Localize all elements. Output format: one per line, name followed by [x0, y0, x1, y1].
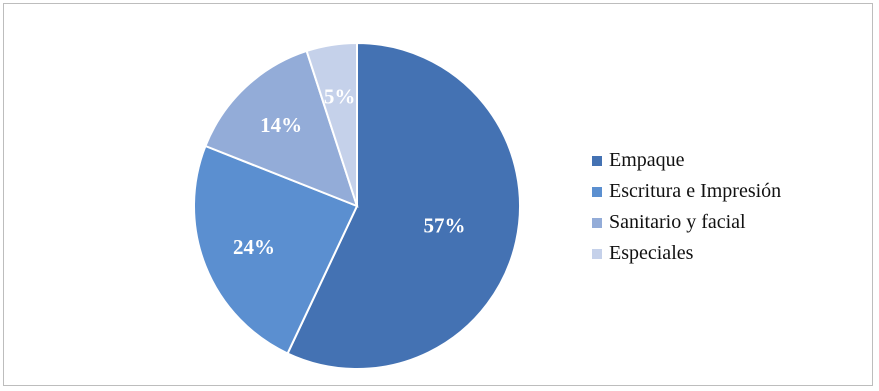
- legend-item-escritura: Escritura e Impresión: [592, 176, 781, 207]
- data-label-sanitario: 14%: [260, 113, 302, 137]
- legend-swatch-sanitario: [592, 217, 602, 228]
- legend-item-sanitario: Sanitario y facial: [592, 207, 781, 238]
- pie-slice-especiales: [305, 41, 358, 207]
- chart-legend: Empaque Escritura e Impresión Sanitario …: [592, 145, 781, 269]
- legend-label-empaque: Empaque: [609, 149, 685, 171]
- legend-swatch-especiales: [592, 248, 602, 259]
- legend-label-sanitario: Sanitario y facial: [609, 211, 746, 233]
- pie-slice-empaque: [286, 41, 521, 370]
- legend-label-escritura: Escritura e Impresión: [609, 180, 782, 202]
- legend-swatch-escritura: [592, 186, 602, 197]
- data-label-empaque: 57%: [423, 214, 465, 238]
- data-label-escritura: 24%: [233, 235, 275, 259]
- legend-swatch-empaque: [592, 155, 602, 166]
- pie-slice-escritura: [193, 144, 359, 355]
- legend-item-especiales: Especiales: [592, 238, 781, 269]
- legend-item-empaque: Empaque: [592, 145, 781, 176]
- data-label-especiales: 5%: [324, 85, 356, 109]
- legend-label-especiales: Especiales: [609, 242, 694, 264]
